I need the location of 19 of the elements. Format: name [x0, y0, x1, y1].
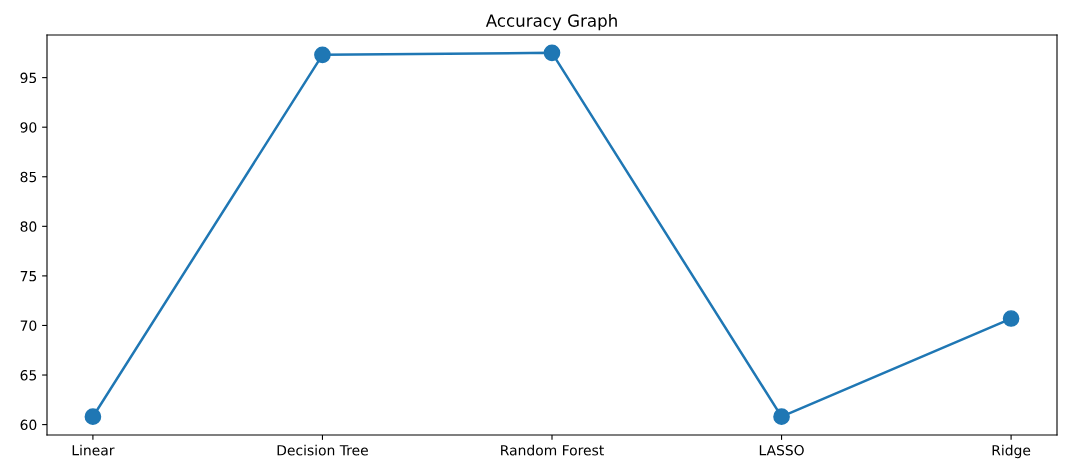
y-tick-label: 70: [20, 320, 37, 331]
point: [1002, 310, 1020, 327]
x-tick-label: Ridge: [992, 444, 1031, 459]
point: [84, 408, 102, 425]
y-tick-label: 75: [20, 271, 37, 282]
x-tick-label: Random Forest: [501, 444, 604, 456]
y-tick-label: 60: [20, 419, 37, 431]
y-tick-label: 65: [20, 369, 37, 381]
y-tick-label: 95: [20, 72, 37, 84]
x-tick-label: Linear: [72, 444, 115, 456]
point: [773, 408, 790, 425]
x-tick-label: LASSO: [759, 444, 804, 456]
y-tick-label: 80: [20, 221, 37, 232]
point: [543, 44, 561, 62]
y-tick-label: 90: [20, 122, 37, 133]
chart-title: Accuracy Graph: [485, 14, 617, 31]
point: [314, 46, 331, 64]
x-tick-label: Decision Tree: [277, 444, 368, 456]
y-tick-label: 85: [20, 171, 37, 183]
